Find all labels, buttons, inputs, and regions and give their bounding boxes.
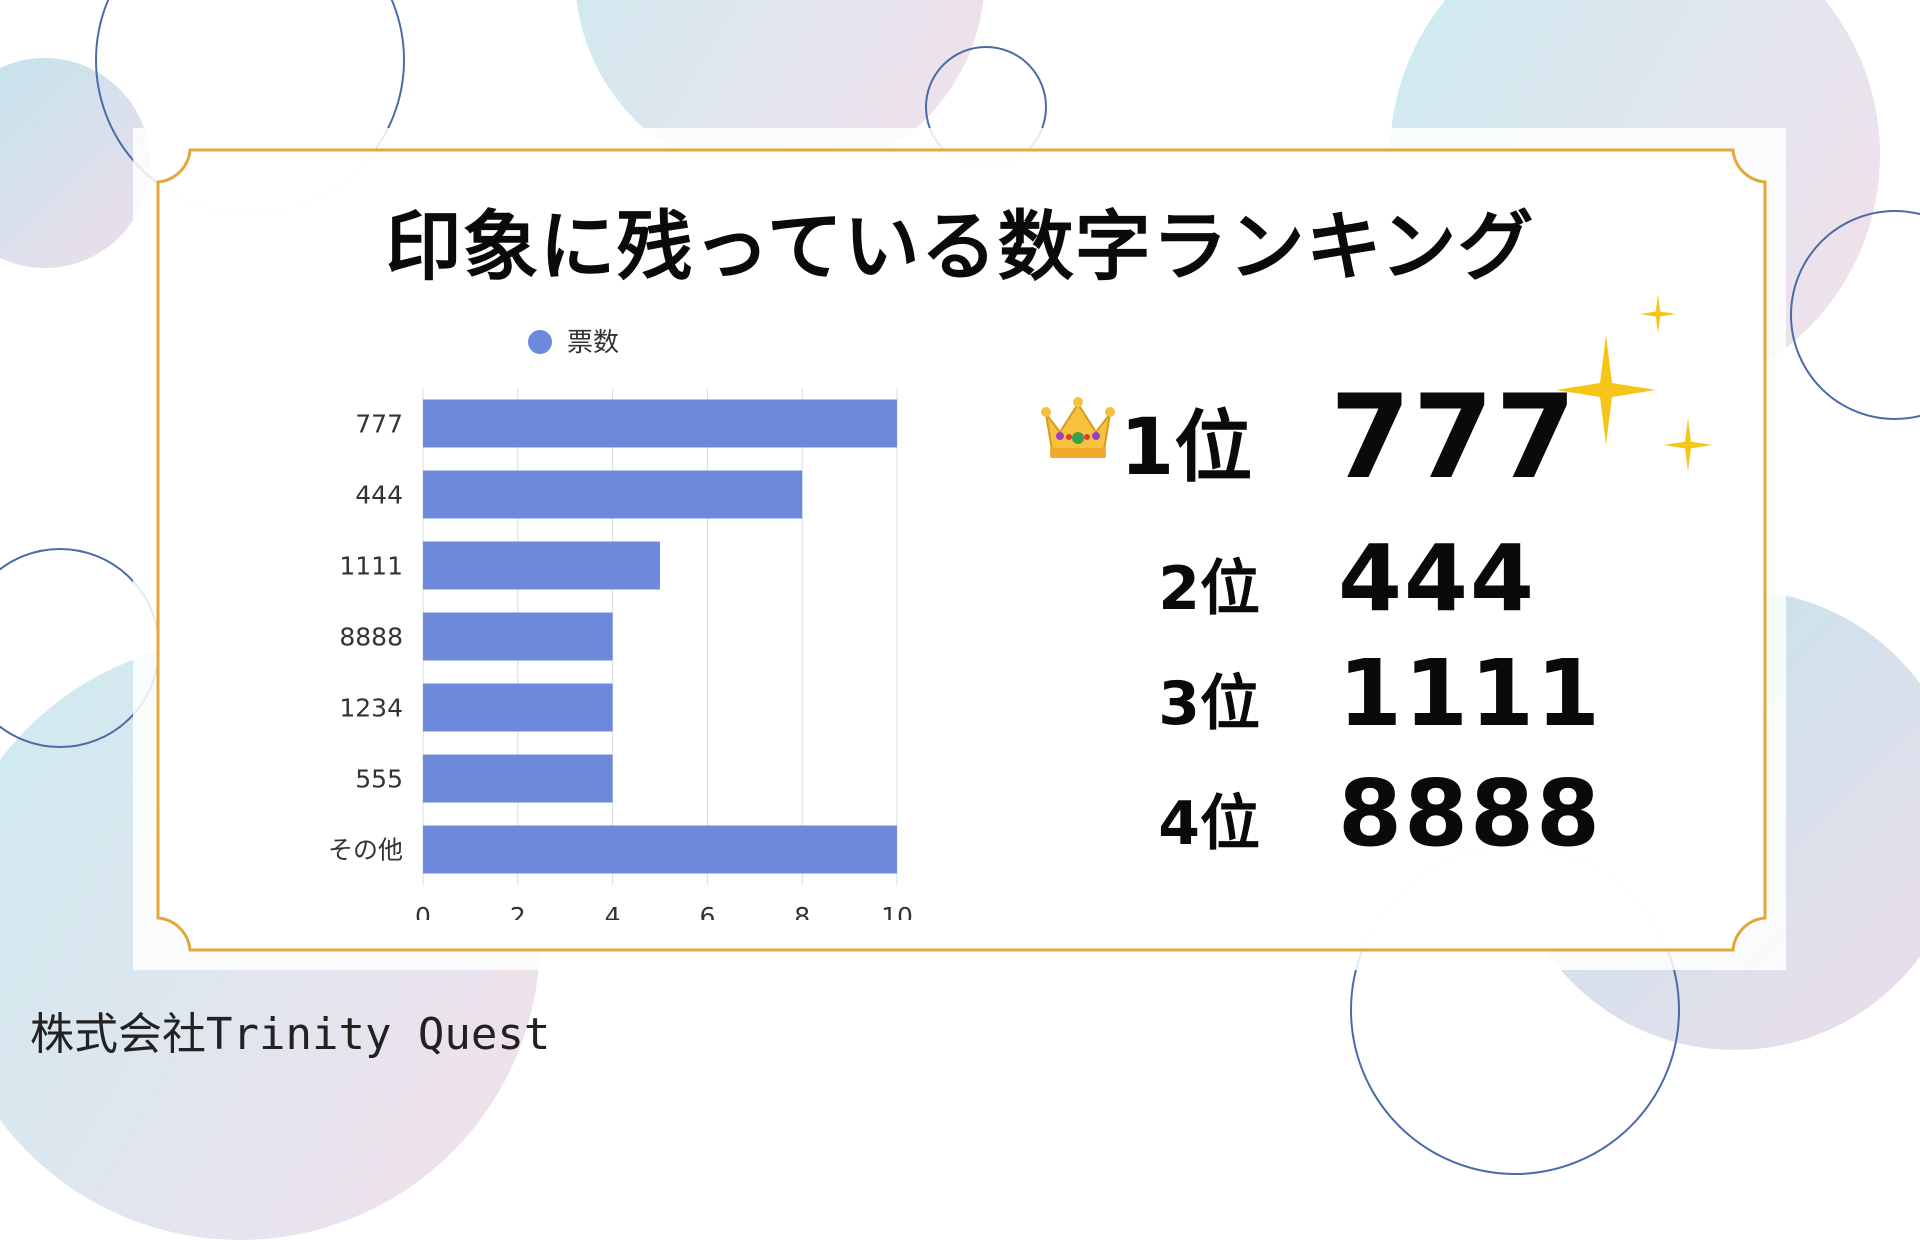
bar [423,683,613,732]
sparkle-icon [1640,294,1676,334]
card-frame [156,148,1767,952]
category-label: 8888 [339,623,403,652]
category-label: 1234 [339,694,403,723]
bar-chart: 票数 777 444 1111 8888 1234 555 その他 0 2 4 6 8 10 [328,328,913,920]
x-tick-label: 4 [605,902,621,920]
sparkle-icon [1556,335,1656,445]
rank-3-label: 3位 [1158,669,1260,739]
company-name: 株式会社Trinity Quest [30,1009,551,1060]
bar [423,754,613,803]
x-tick-label: 10 [881,902,913,920]
sparkle-icon [1663,418,1713,472]
category-label: 777 [355,410,403,439]
rank-2-label: 2位 [1158,554,1260,624]
legend-label: 票数 [567,328,619,358]
x-tick-label: 2 [510,902,526,920]
category-label: 1111 [339,552,403,581]
bar [423,399,897,448]
crown-icon [1040,392,1116,466]
rank-2-value: 444 [1338,525,1537,632]
rank-3-value: 1111 [1338,640,1603,747]
legend-marker [528,330,552,354]
category-label: その他 [328,836,403,865]
bar [423,541,660,590]
bar [423,825,897,874]
bar [423,612,613,661]
bar [423,470,803,519]
rank-1-label: 1位 [1120,403,1253,493]
x-tick-label: 6 [699,902,715,920]
rank-4-value: 8888 [1338,760,1603,867]
rank-1-value: 777 [1330,370,1579,505]
category-label: 555 [355,765,403,794]
category-label: 444 [355,481,403,510]
x-tick-label: 8 [794,902,810,920]
x-tick-label: 0 [415,902,431,920]
rank-4-label: 4位 [1158,789,1260,859]
page-title: 印象に残っている数字ランキング [385,202,1535,291]
